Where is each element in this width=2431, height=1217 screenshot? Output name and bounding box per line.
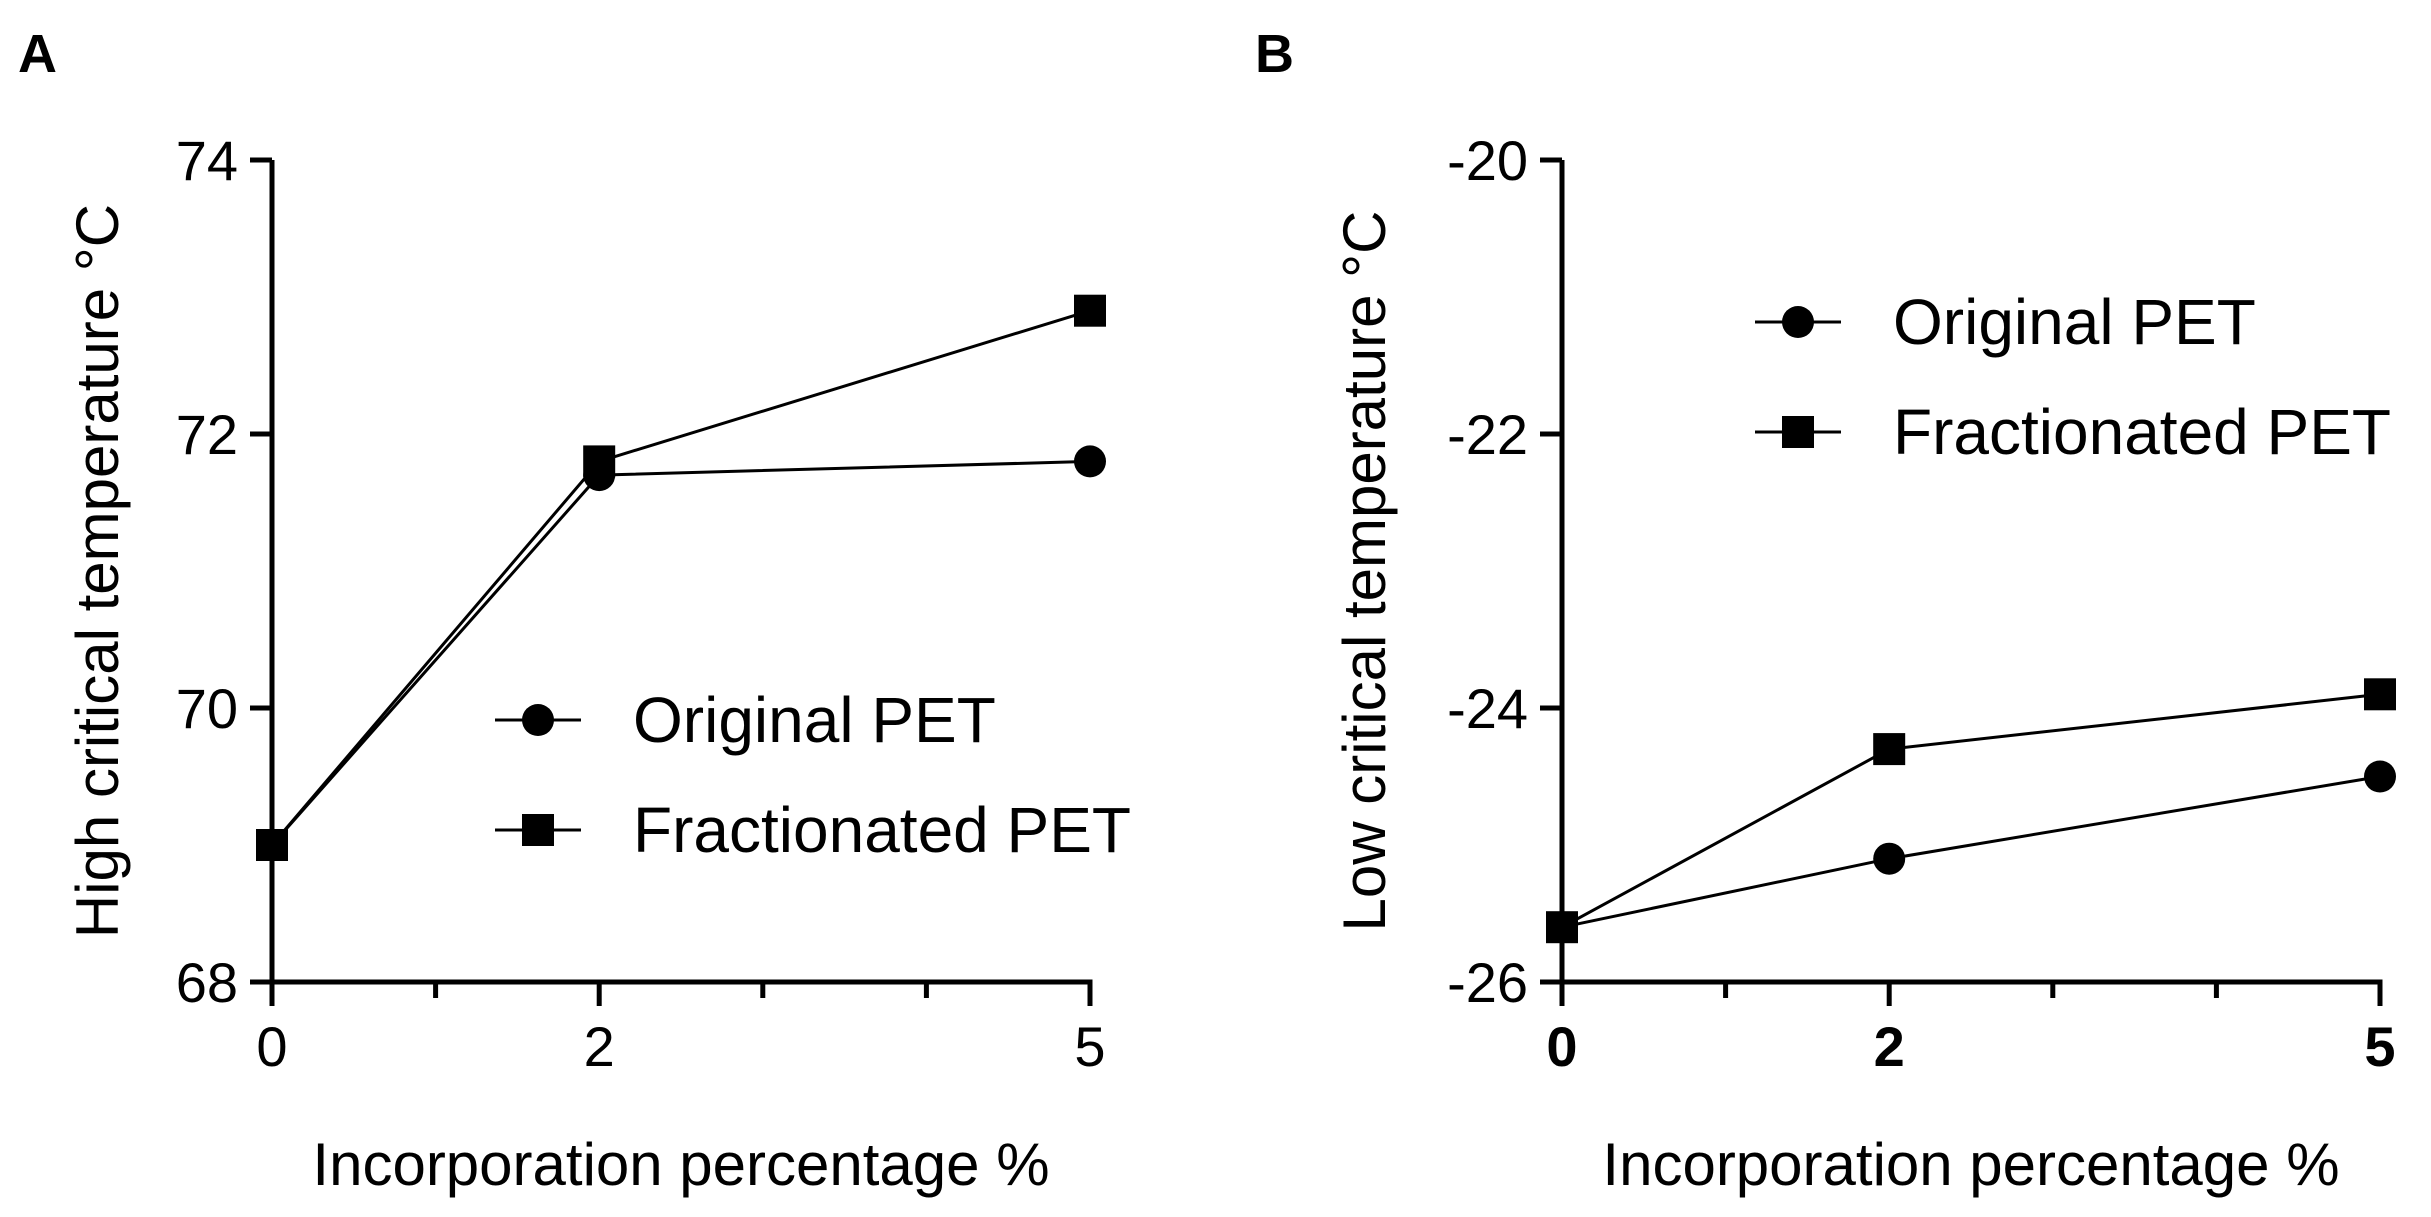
data-point-square xyxy=(2364,678,2396,711)
y-axis-title: High critical temperature °C xyxy=(64,204,131,938)
data-point-circle xyxy=(1873,842,1906,875)
data-point-square xyxy=(1074,294,1106,327)
x-tick-label: 0 xyxy=(1546,1015,1577,1078)
x-axis-title: Incorporation percentage % xyxy=(1602,1131,2339,1198)
y-axis-title: Low critical temperature °C xyxy=(1331,211,1398,932)
y-tick-label: 72 xyxy=(176,403,238,466)
y-tick-label: -20 xyxy=(1447,129,1528,192)
y-tick-label: -22 xyxy=(1447,403,1528,466)
chart-panel-a: A 68 70 72 74 0 2 5 Incorporation percentage % Hi… xyxy=(18,24,1131,1198)
legend-marker-circle xyxy=(1782,306,1814,338)
legend-label: Original PET xyxy=(1893,286,2256,358)
legend-label: Fractionated PET xyxy=(633,794,1131,866)
legend-marker-square xyxy=(1782,416,1814,448)
series-line-circle xyxy=(1561,775,2381,929)
data-point-circle xyxy=(2364,760,2396,793)
series-line-circle xyxy=(270,459,1091,846)
legend-label: Fractionated PET xyxy=(1893,396,2391,468)
data-point-square xyxy=(1873,733,1906,766)
chart-panel-b: B -26 -24 -22 -20 0 2 5 Incorporation percentage… xyxy=(1255,24,2396,1198)
panel-label: A xyxy=(18,24,57,84)
x-tick-label: 2 xyxy=(584,1015,615,1078)
y-tick-label: 70 xyxy=(176,677,238,740)
x-tick-label: 5 xyxy=(1074,1015,1105,1078)
data-point-square xyxy=(256,829,288,861)
legend-marker-circle xyxy=(522,704,554,736)
y-tick-label: 74 xyxy=(176,129,238,192)
data-point-square xyxy=(583,445,616,478)
legend-label: Original PET xyxy=(633,684,996,756)
y-tick-label: -26 xyxy=(1447,951,1528,1014)
x-tick-label: 5 xyxy=(2364,1015,2395,1078)
y-tick-label: 68 xyxy=(176,951,238,1014)
panel-label: B xyxy=(1255,24,1294,84)
legend-marker-square xyxy=(522,814,554,846)
x-tick-label: 0 xyxy=(256,1015,287,1078)
data-point-square xyxy=(1546,911,1578,944)
y-tick-label: -24 xyxy=(1447,677,1528,740)
series-line-square xyxy=(1561,692,2381,929)
x-axis-title: Incorporation percentage % xyxy=(312,1131,1049,1198)
legend: Original PET Fractionated PET xyxy=(495,684,1131,866)
series-line-square xyxy=(270,309,1091,846)
legend: Original PET Fractionated PET xyxy=(1755,286,2391,468)
x-tick-label: 2 xyxy=(1874,1015,1905,1078)
data-point-circle xyxy=(1074,445,1106,478)
